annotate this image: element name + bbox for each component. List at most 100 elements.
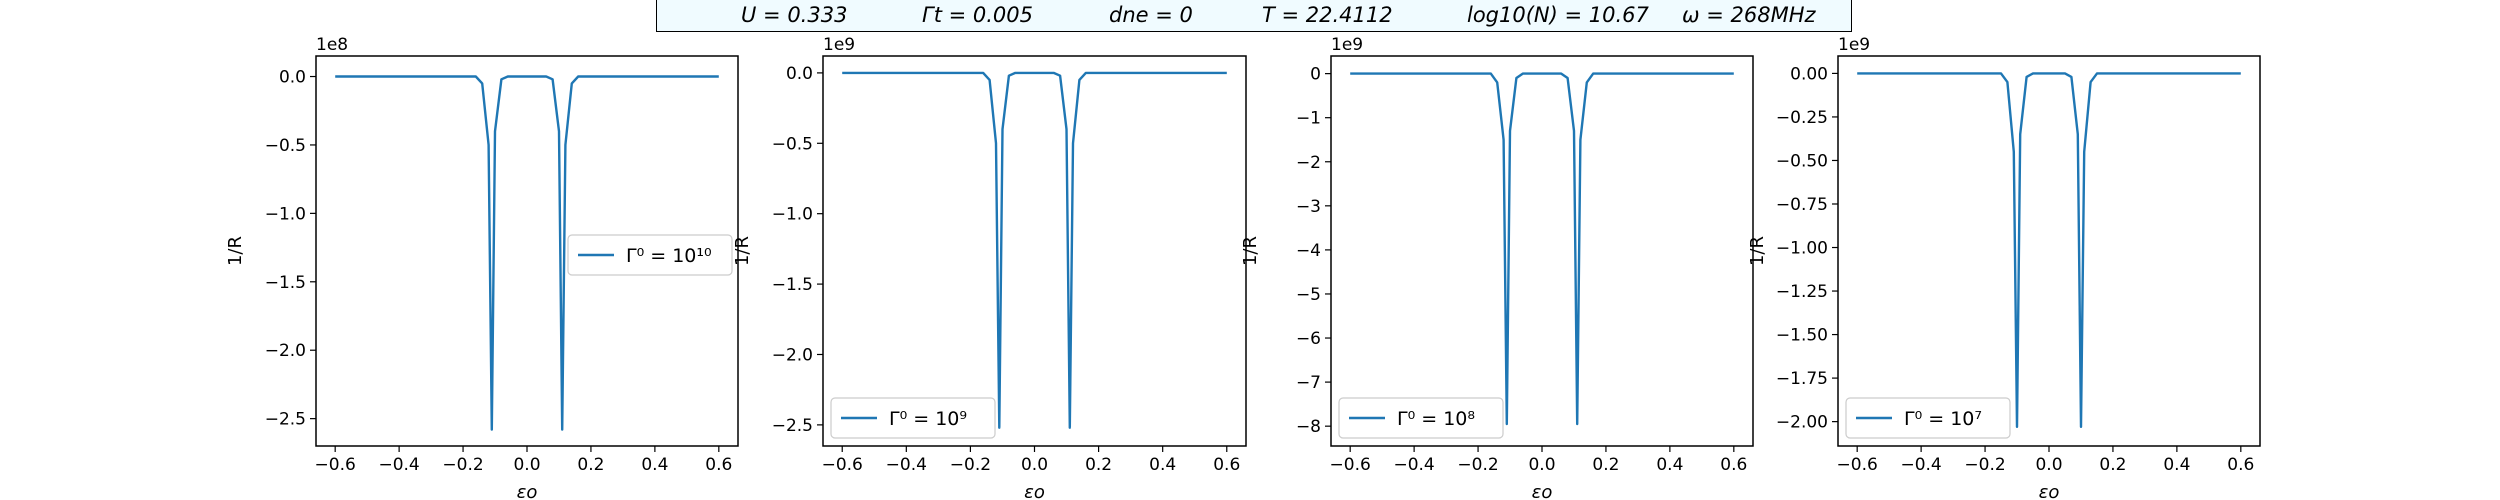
y-tick-label: −7 (1296, 373, 1321, 393)
scale-offset-label: 1e8 (316, 35, 348, 55)
x-tick-label: 0.4 (1149, 455, 1176, 475)
legend-box (1845, 397, 2011, 439)
y-tick-label: −0.5 (265, 136, 306, 156)
scale-offset-label: 1e9 (1331, 35, 1363, 55)
legend-label: Γ⁰ = 10⁹ (889, 408, 967, 430)
y-axis-label: 1/R (1747, 236, 1768, 266)
y-tick-label: −1.0 (265, 204, 306, 224)
y-tick-label: −1.25 (1776, 282, 1828, 302)
x-tick-label: 0.0 (1528, 455, 1555, 475)
x-axis-label: εo (1532, 482, 1553, 500)
param-omega: ω = 268MHz (1682, 3, 1816, 27)
y-tick-label: −0.5 (772, 134, 813, 154)
series-line (1857, 72, 2241, 428)
y-tick-label: −6 (1296, 329, 1321, 349)
y-tick-label: −1.5 (772, 275, 813, 295)
x-tick-label: −0.4 (1900, 455, 1941, 475)
axes-frame (1837, 55, 2261, 447)
legend-box (1338, 397, 1504, 439)
param-log10-n: log10(N) = 10.67 (1467, 3, 1649, 27)
scale-offset-label: 1e9 (1838, 35, 1870, 55)
x-tick-label: 0.6 (705, 455, 732, 475)
y-axis-label: 1/R (732, 236, 753, 266)
x-tick-label: 0.2 (2099, 455, 2126, 475)
y-tick-label: −2.00 (1776, 413, 1828, 433)
y-tick-label: 0.00 (1790, 64, 1828, 84)
x-tick-label: 0.4 (641, 455, 668, 475)
x-tick-label: 0.6 (1720, 455, 1747, 475)
chart-panel-1: −0.6 −0.4 −0.2 0.0 0.2 0.4 0.6 0.0 −0.5 −1.0 −1.5 −… (225, 35, 739, 500)
x-tick-label: 0.0 (1021, 455, 1048, 475)
chart-panel-4: −0.6 −0.4 −0.2 0.0 0.2 0.4 0.6 0.00 −0.25 −0.50 −0… (1747, 35, 2261, 500)
scale-offset-label: 1e9 (823, 35, 855, 55)
series-line (335, 75, 719, 431)
legend-label: Γ⁰ = 10⁷ (1904, 408, 1982, 430)
y-tick-label: −1.5 (265, 273, 306, 293)
y-tick-label: −0.75 (1776, 195, 1828, 215)
y-tick-label: −0.50 (1776, 151, 1828, 171)
x-tick-label: 0.0 (2035, 455, 2062, 475)
legend: Γ⁰ = 10¹⁰ (567, 234, 733, 276)
legend: Γ⁰ = 10⁹ (830, 397, 996, 439)
y-tick-label: −2.0 (265, 341, 306, 361)
chart-panel-3: −0.6 −0.4 −0.2 0.0 0.2 0.4 0.6 0 −1 −2 −3 −4 −5 −6 −7 −… (1240, 35, 1754, 500)
y-axis-label: 1/R (1240, 236, 1261, 266)
y-tick-label: −3 (1296, 197, 1321, 217)
x-tick-label: −0.2 (1457, 455, 1498, 475)
param-temperature: T = 22.4112 (1262, 3, 1393, 27)
y-tick-label: −2.0 (772, 345, 813, 365)
axes-frame (822, 55, 1247, 447)
y-tick-label: 0.0 (279, 68, 306, 88)
legend: Γ⁰ = 10⁸ (1338, 397, 1504, 439)
y-tick-label: −1 (1296, 109, 1321, 129)
param-gamma-t: Γt = 0.005 (922, 3, 1033, 27)
y-tick-label: −1.0 (772, 205, 813, 225)
y-tick-label: −5 (1296, 285, 1321, 305)
param-dne: dne = 0 (1109, 3, 1193, 27)
x-tick-label: −0.6 (315, 455, 356, 475)
y-tick-label: −2 (1296, 153, 1321, 173)
y-tick-label: −2.5 (772, 416, 813, 436)
series-line (1350, 72, 1734, 426)
x-tick-label: −0.2 (442, 455, 483, 475)
series-line (842, 71, 1227, 429)
x-tick-label: 0.4 (1656, 455, 1683, 475)
param-u: U = 0.333 (741, 3, 848, 27)
y-tick-label: −1.00 (1776, 239, 1828, 259)
y-tick-label: −1.50 (1776, 326, 1828, 346)
legend-box (567, 234, 733, 276)
y-tick-label: −2.5 (265, 410, 306, 430)
axes-frame (1330, 55, 1754, 447)
x-tick-label: −0.4 (1393, 455, 1434, 475)
y-tick-label: −4 (1296, 241, 1321, 261)
x-tick-label: 0.6 (2227, 455, 2254, 475)
y-tick-label: 0.0 (786, 64, 813, 84)
y-tick-label: −0.25 (1776, 108, 1828, 128)
x-tick-label: −0.4 (378, 455, 419, 475)
x-tick-label: −0.6 (1330, 455, 1371, 475)
x-axis-label: εo (517, 482, 538, 500)
x-tick-label: 0.2 (1085, 455, 1112, 475)
x-tick-label: 0.6 (1213, 455, 1240, 475)
y-axis-label: 1/R (225, 236, 246, 266)
y-tick-label: −1.75 (1776, 369, 1828, 389)
legend-box (830, 397, 996, 439)
x-axis-label: εo (1024, 482, 1045, 500)
x-tick-label: 0.2 (1592, 455, 1619, 475)
x-tick-label: −0.2 (1964, 455, 2005, 475)
legend-label: Γ⁰ = 10¹⁰ (626, 245, 712, 267)
x-tick-label: 0.4 (2163, 455, 2190, 475)
x-tick-label: 0.0 (513, 455, 540, 475)
x-tick-label: −0.6 (822, 455, 863, 475)
x-tick-label: −0.6 (1837, 455, 1878, 475)
x-tick-label: −0.2 (950, 455, 991, 475)
x-tick-label: −0.4 (886, 455, 927, 475)
x-axis-label: εo (2039, 482, 2060, 500)
legend: Γ⁰ = 10⁷ (1845, 397, 2011, 439)
x-tick-label: 0.2 (577, 455, 604, 475)
chart-panel-2: −0.6 −0.4 −0.2 0.0 0.2 0.4 0.6 0.0 −0.5 −1.0 −1.5 −… (732, 35, 1247, 500)
legend-label: Γ⁰ = 10⁸ (1397, 408, 1475, 430)
parameter-header-box: U = 0.333 Γt = 0.005 dne = 0 T = 22.4112… (656, 0, 1852, 32)
y-tick-label: 0 (1310, 65, 1321, 85)
